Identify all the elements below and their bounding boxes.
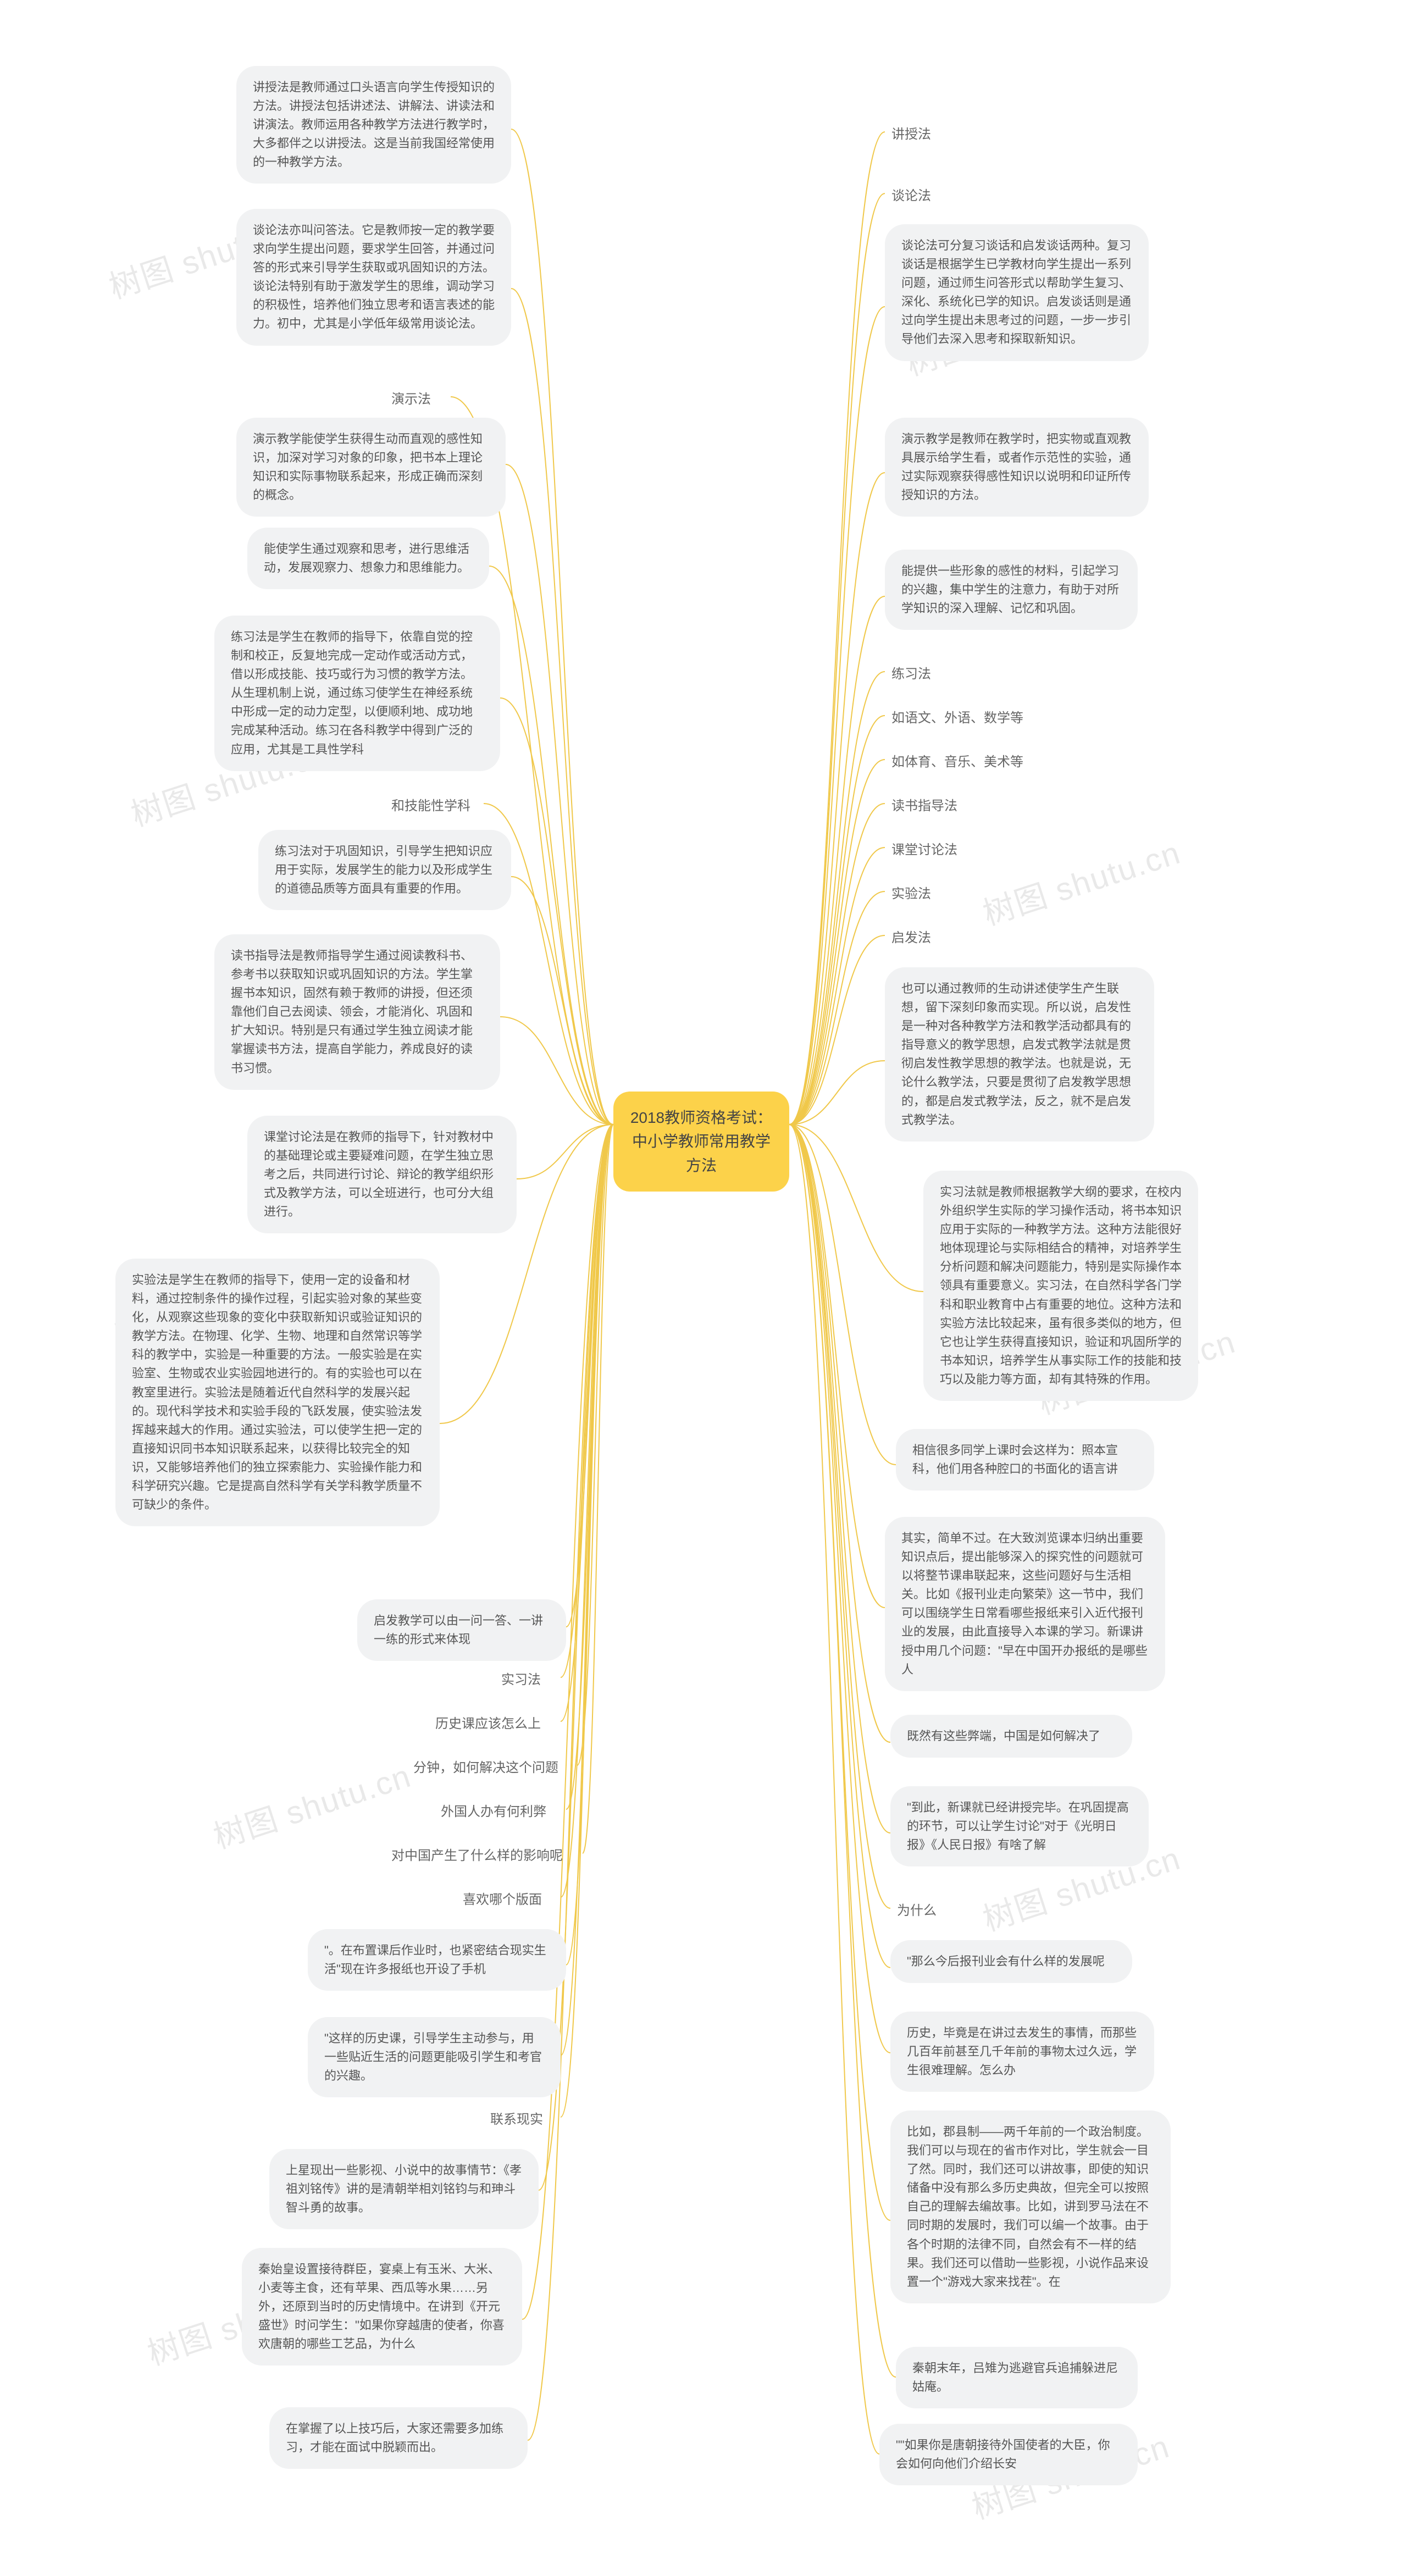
branch-bubble: 既然有这些弊端，中国是如何解决了	[890, 1715, 1132, 1758]
edge	[511, 129, 613, 1124]
edge	[789, 1124, 885, 1608]
branch-label: 谈论法	[885, 181, 951, 210]
branch-bubble: 上星现出一些影视、小说中的故事情节：《孝祖刘铭传》讲的是清朝举相刘铭钧与和珅斗智…	[269, 2149, 539, 2229]
branch-bubble: 练习法对于巩固知识，引导学生把知识应用于实际，发展学生的能力以及形成学生的道德品…	[258, 830, 511, 910]
edge	[789, 1061, 885, 1124]
branch-label: 讲授法	[885, 120, 951, 149]
branch-label: 为什么	[890, 1896, 956, 1925]
edge	[789, 760, 885, 1124]
edge	[789, 716, 885, 1124]
branch-label: 如体育、音乐、美术等	[885, 747, 1050, 777]
edge	[789, 847, 885, 1124]
edge	[789, 1124, 896, 2377]
watermark: 树图 shutu.cn	[976, 827, 1186, 934]
branch-label: 演示法	[385, 385, 451, 414]
branch-bubble: "这样的历史课，引导学生主动参与，用一些贴近生活的问题更能吸引学生和考官的兴趣。	[308, 2017, 561, 2097]
branch-label: 启发法	[885, 923, 951, 952]
edge	[789, 1124, 890, 1742]
edge	[511, 877, 613, 1124]
branch-bubble: 实验法是学生在教师的指导下，使用一定的设备和材料，通过控制条件的操作过程，引起实…	[115, 1259, 440, 1526]
edge	[583, 1124, 613, 1853]
edge	[561, 1124, 613, 1677]
branch-bubble: 读书指导法是教师指导学生通过阅读教科书、参考书以获取知识或巩固知识的方法。学生掌…	[214, 934, 500, 1090]
edge	[506, 464, 613, 1124]
branch-bubble: ""如果你是唐朝接待外国使者的大臣，你会如何向他们介绍长安	[879, 2424, 1138, 2485]
edge	[789, 1124, 923, 1292]
branch-bubble: 秦始皇设置接待群臣，宴桌上有玉米、大米、小麦等主食，还有苹果、西瓜等水果……另外…	[242, 2248, 522, 2366]
branch-bubble: 相信很多同学上课时会这样为：照本宣科，他们用各种腔口的书面化的语言讲	[896, 1429, 1154, 1491]
branch-bubble: 课堂讨论法是在教师的指导下，针对教材中的基础理论或主要疑难问题，在学生独立思考之…	[247, 1116, 517, 1233]
edge	[789, 1124, 890, 1968]
mindmap-stage: 2018教师资格考试：中小学教师常用教学方法树图 shutu.cn树图 shut…	[0, 0, 1407, 2576]
branch-label: 联系现实	[484, 2105, 561, 2134]
edge	[789, 1124, 890, 2053]
edge	[566, 1124, 613, 1809]
edge	[561, 1124, 613, 1721]
branch-bubble: 演示教学能使学生获得生动而直观的感性知识，加深对学习对象的印象，把书本上理论知识…	[236, 418, 506, 517]
branch-label: 和技能性学科	[385, 791, 484, 821]
branch-label: 课堂讨论法	[885, 835, 973, 865]
branch-bubble: 在掌握了以上技巧后，大家还需要多加练习，才能在面试中脱颖而出。	[269, 2407, 528, 2469]
branch-bubble: 比如，郡县制——两千年前的一个政治制度。我们可以与现在的省市作对比，学生就会一目…	[890, 2110, 1171, 2303]
edge	[789, 132, 885, 1124]
branch-bubble: 演示教学是教师在教学时，把实物或直观教具展示给学生看，或者作示范性的实验，通过实…	[885, 418, 1149, 517]
edge	[500, 1017, 613, 1124]
branch-bubble: 历史，毕竟是在讲过去发生的事情，而那些几百年前甚至几千年前的事物太过久远，学生很…	[890, 2012, 1154, 2092]
branch-bubble: 其实，简单不过。在大致浏览课本归纳出重要知识点后，提出能够深入的探究性的问题就可…	[885, 1517, 1165, 1691]
branch-bubble: 谈论法亦叫问答法。它是教师按一定的教学要求向学生提出问题，要求学生回答，并通过问…	[236, 209, 511, 346]
branch-label: 实验法	[885, 879, 951, 908]
branch-bubble: 谈论法可分复习谈话和启发谈话两种。复习谈话是根据学生已学教材向学生提出一系列问题…	[885, 224, 1149, 361]
edge	[789, 672, 885, 1124]
edge	[577, 1124, 613, 1765]
watermark: 树图 shutu.cn	[207, 1750, 416, 1857]
branch-label: 分钟，如何解决这个问题	[407, 1753, 577, 1782]
edge	[517, 1124, 613, 1179]
edge	[789, 1124, 896, 1465]
edge	[789, 193, 885, 1124]
branch-label: 如语文、外语、数学等	[885, 703, 1050, 733]
branch-bubble: "。在布置课后作业时，也紧密结合现实生活"现在许多报纸也开设了手机	[308, 1929, 566, 1991]
branch-bubble: 秦朝末年，吕雉为逃避官兵追捕躲进尼姑庵。	[896, 2347, 1138, 2408]
edge	[789, 307, 885, 1124]
branch-bubble: 启发教学可以由一问一答、一讲一练的形式来体现	[357, 1599, 566, 1661]
edge	[789, 596, 885, 1124]
edge	[561, 1124, 613, 2117]
branch-label: 实习法	[495, 1665, 561, 1694]
edge	[566, 1124, 613, 1627]
edge	[789, 1124, 890, 1908]
branch-label: 读书指导法	[885, 791, 973, 821]
edge	[789, 1124, 890, 1833]
edge	[566, 1124, 613, 1965]
branch-bubble: 也可以通过教师的生动讲述使学生产生联想，留下深刻印象而实现。所以说，启发性是一种…	[885, 967, 1154, 1142]
branch-bubble: 实习法就是教师根据教学大纲的要求，在校内外组织学生实际的学习操作活动，将书本知识…	[923, 1171, 1198, 1401]
edge	[789, 473, 885, 1124]
branch-label: 练习法	[885, 660, 951, 689]
edge	[789, 935, 885, 1124]
branch-bubble: 练习法是学生在教师的指导下，依靠自觉的控制和校正，反复地完成一定动作或活动方式，…	[214, 616, 500, 771]
branch-bubble: 能提供一些形象的感性的材料，引起学习的兴趣，集中学生的注意力，有助于对所学知识的…	[885, 550, 1138, 630]
edge	[511, 289, 613, 1124]
edge	[789, 1124, 890, 2220]
edge	[561, 1124, 613, 1897]
branch-label: 外国人办有何利弊	[434, 1797, 566, 1826]
edge	[500, 698, 613, 1124]
branch-label: 喜欢哪个版面	[456, 1885, 561, 1914]
branch-bubble: 能使学生通过观察和思考，进行思维活动，发展观察力、想象力和思维能力。	[247, 528, 489, 589]
branch-label: 历史课应该怎么上	[429, 1709, 561, 1738]
branch-bubble: 讲授法是教师通过口头语言向学生传授知识的方法。讲授法包括讲述法、讲解法、讲读法和…	[236, 66, 511, 184]
branch-bubble: "那么今后报刊业会有什么样的发展呢	[890, 1940, 1132, 1983]
edge	[561, 1124, 613, 2056]
edge	[789, 804, 885, 1124]
center-topic: 2018教师资格考试：中小学教师常用教学方法	[613, 1092, 789, 1192]
edge	[789, 891, 885, 1124]
branch-label: 对中国产生了什么样的影响呢	[385, 1841, 583, 1870]
branch-bubble: "到此，新课就已经讲授完毕。在巩固提高的环节，可以让学生讨论"对于《光明日报》《…	[890, 1786, 1149, 1866]
edge	[789, 1124, 879, 2454]
